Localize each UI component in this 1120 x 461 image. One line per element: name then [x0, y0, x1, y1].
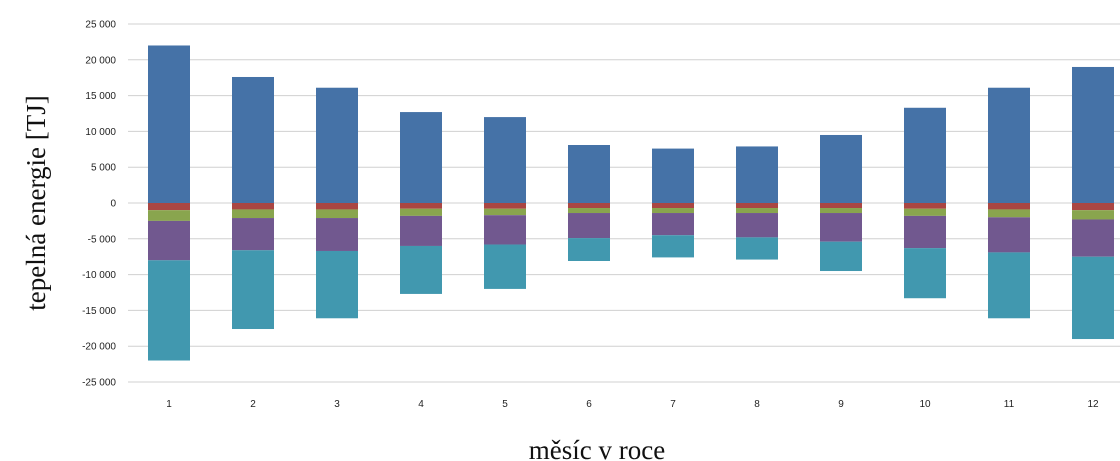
bar-segment-4-month-5: [484, 215, 526, 245]
bar-segment-4-month-2: [232, 218, 274, 251]
bar-segment-2-month-10: [904, 203, 946, 209]
bar-segment-4-month-3: [316, 218, 358, 251]
bar-segment-3-month-11: [988, 209, 1030, 218]
bar-segment-2-month-7: [652, 203, 694, 209]
bar-segment-4-month-12: [1072, 219, 1114, 257]
bar-segment-5-month-9: [820, 241, 862, 272]
bar-segment-5-month-12: [1072, 256, 1114, 340]
bar-segment-5-month-3: [316, 250, 358, 319]
bar-segment-2-month-1: [148, 203, 190, 211]
bar-segment-1-month-1: [148, 45, 190, 204]
x-tick-label: 12: [1087, 399, 1099, 410]
bar-segment-4-month-7: [652, 213, 694, 236]
bar-segment-3-month-2: [232, 209, 274, 219]
bar-segment-2-month-3: [316, 203, 358, 210]
y-axis-title: tepelná energie [TJ]: [21, 95, 51, 310]
y-tick-label: -5 000: [88, 234, 117, 245]
bar-segment-1-month-12: [1072, 66, 1114, 204]
bar-segment-5-month-1: [148, 260, 190, 361]
y-tick-label: -10 000: [82, 270, 116, 281]
x-tick-label: 8: [754, 399, 760, 410]
bar-segment-3-month-12: [1072, 210, 1114, 220]
x-tick-label: 3: [334, 399, 340, 410]
bar-segment-5-month-7: [652, 235, 694, 258]
y-tick-label: 25 000: [85, 20, 116, 31]
bar-segment-2-month-5: [484, 203, 526, 209]
x-tick-label: 7: [670, 399, 676, 410]
bar-segment-2-month-4: [400, 203, 442, 209]
bar-segment-2-month-11: [988, 203, 1030, 210]
bar-segment-1-month-4: [400, 112, 442, 203]
bar-segment-1-month-2: [232, 76, 274, 203]
x-tick-label: 9: [838, 399, 844, 410]
bar-segment-1-month-7: [652, 148, 694, 203]
x-tick-label: 4: [418, 399, 424, 410]
bar-segment-4-month-9: [820, 213, 862, 242]
grid-lines: [128, 23, 1120, 383]
bar-segment-4-month-1: [148, 220, 190, 261]
bar-segment-4-month-8: [736, 213, 778, 238]
y-axis-ticks: 25 000 20 000 15 000 10 000 5 000 0 -5 000 -10 …: [82, 20, 116, 389]
bar-segment-4-month-11: [988, 217, 1030, 253]
bar-segment-5-month-2: [232, 250, 274, 330]
bar-segment-1-month-10: [904, 107, 946, 203]
x-axis-ticks: 1 2 3 4 5 6 7 8 9 10 11 12: [166, 399, 1099, 410]
bar-segment-5-month-4: [400, 245, 442, 294]
y-tick-label: -15 000: [82, 306, 116, 317]
bar-segment-5-month-8: [736, 237, 778, 260]
bar-segment-3-month-7: [652, 208, 694, 214]
bar-segment-1-month-6: [568, 145, 610, 203]
bar-segment-2-month-6: [568, 203, 610, 209]
bar-segment-2-month-8: [736, 203, 778, 209]
bar-segment-3-month-4: [400, 208, 442, 216]
bar-segment-2-month-2: [232, 203, 274, 210]
bar-segment-3-month-3: [316, 209, 358, 219]
bar-segment-3-month-10: [904, 208, 946, 216]
x-tick-label: 1: [166, 399, 172, 410]
x-tick-label: 2: [250, 399, 256, 410]
x-tick-label: 5: [502, 399, 508, 410]
y-tick-label: 0: [110, 199, 116, 210]
y-tick-label: 10 000: [85, 127, 116, 138]
y-tick-label: 15 000: [85, 91, 116, 102]
bar-segment-5-month-5: [484, 244, 526, 289]
bar-segment-1-month-11: [988, 87, 1030, 203]
y-tick-label: 5 000: [91, 163, 116, 174]
bar-segment-5-month-10: [904, 248, 946, 299]
bar-segment-5-month-6: [568, 238, 610, 261]
bar-segment-1-month-3: [316, 87, 358, 203]
x-tick-label: 6: [586, 399, 592, 410]
x-axis-title: měsíc v roce: [529, 435, 665, 461]
x-tick-label: 11: [1004, 399, 1015, 410]
bar-segment-4-month-10: [904, 215, 946, 249]
bar-segment-5-month-11: [988, 252, 1030, 319]
bar-segment-3-month-9: [820, 208, 862, 214]
bar-segment-3-month-5: [484, 208, 526, 216]
bar-segment-4-month-4: [400, 215, 442, 246]
y-tick-label: -20 000: [82, 342, 116, 353]
y-tick-label: -25 000: [82, 378, 116, 389]
bar-segment-1-month-9: [820, 134, 862, 203]
bar-segment-3-month-6: [568, 208, 610, 214]
x-tick-label: 10: [919, 399, 931, 410]
bar-segment-4-month-6: [568, 213, 610, 239]
bars: [148, 45, 1114, 361]
y-tick-label: 20 000: [85, 55, 116, 66]
bar-segment-1-month-8: [736, 146, 778, 203]
bar-segment-3-month-1: [148, 210, 190, 221]
bar-segment-3-month-8: [736, 208, 778, 214]
bar-segment-1-month-5: [484, 117, 526, 203]
bar-segment-2-month-9: [820, 203, 862, 209]
bar-segment-2-month-12: [1072, 203, 1114, 211]
